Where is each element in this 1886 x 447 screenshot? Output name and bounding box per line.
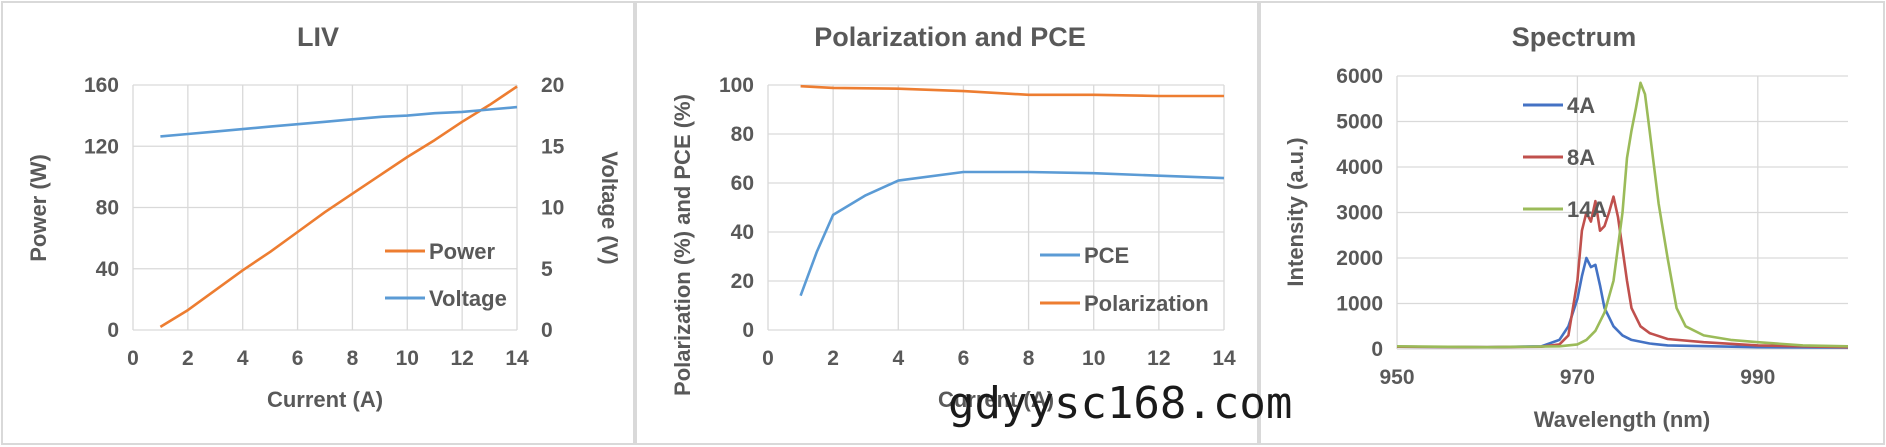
panel-spectrum: Spectrum 950 970 990 0 1000 2000 3000 4000 5000 6… (1259, 1, 1885, 445)
pce-legend-pce-label: PCE (1084, 243, 1129, 268)
spectrum-x-tick-label: 950 (1379, 366, 1414, 389)
spectrum-y-tick-label: 3000 (1336, 202, 1383, 225)
spectrum-plot-area: 950 970 990 0 1000 2000 3000 4000 5000 6000 Wavele… (1283, 65, 1849, 432)
spectrum-chart-title: Spectrum (1512, 22, 1637, 52)
liv-y-axis-label: Power (W) (26, 154, 51, 262)
pce-x-axis-label: Current (A) (938, 387, 1054, 412)
pce-y-tick-label: 60 (731, 172, 754, 195)
panel-liv: LIV 0 2 4 6 8 10 12 14 0 40 80 120 160 0 5 10 15 20 Curren… (1, 1, 635, 445)
liv-x-tick-label: 10 (396, 347, 419, 370)
pce-x-tick-label: 4 (892, 347, 904, 370)
spectrum-y-tick-label: 6000 (1336, 65, 1383, 88)
liv-series-voltage-line (160, 105, 518, 138)
liv-y-tick-label: 40 (96, 258, 119, 281)
spectrum-y-tick-label: 1000 (1336, 293, 1383, 316)
pce-x-tick-label: 8 (1023, 347, 1035, 370)
pce-plot-area: 0 2 4 6 8 10 12 14 0 20 40 60 80 100 Current (A) Polari… (670, 74, 1236, 412)
liv-x-tick-label: 0 (127, 347, 139, 370)
spectrum-series-4a-line (1396, 256, 1849, 349)
pce-y-tick-label: 20 (731, 270, 754, 293)
spectrum-y-tick-label: 4000 (1336, 156, 1383, 179)
pce-y-axis-label: Polarization (%) and PCE (%) (670, 94, 695, 396)
pce-y-tick-label: 0 (742, 319, 754, 342)
spectrum-y-tick-label: 2000 (1336, 247, 1383, 270)
spectrum-legend-8a-label: 8A (1567, 145, 1595, 170)
liv-x-tick-label: 14 (505, 347, 529, 370)
spectrum-legend-14a-label: 14A (1567, 197, 1607, 222)
liv-legend-voltage-label: Voltage (429, 286, 507, 311)
spectrum-y-tick-label: 0 (1371, 338, 1383, 361)
liv-y-tick-label: 120 (84, 135, 119, 158)
spectrum-x-tick-label: 990 (1740, 366, 1775, 389)
spectrum-y-tick-label: 5000 (1336, 111, 1383, 134)
pce-series-polarization-line (800, 84, 1224, 98)
panel-liv-border (1, 1, 635, 445)
liv-plot-area: 0 2 4 6 8 10 12 14 0 40 80 120 160 0 5 10 15 20 Current (A… (26, 74, 622, 412)
liv-y2-tick-label: 15 (541, 135, 565, 158)
pce-x-tick-label: 12 (1147, 347, 1170, 370)
pce-x-tick-label: 10 (1082, 347, 1105, 370)
pce-x-tick-label: 0 (762, 347, 774, 370)
pce-x-tick-label: 2 (827, 347, 839, 370)
liv-y2-tick-label: 0 (541, 319, 553, 342)
pce-legend-polarization-label: Polarization (1084, 291, 1209, 316)
spectrum-x-axis-label: Wavelength (nm) (1534, 407, 1710, 432)
liv-x-tick-label: 8 (347, 347, 359, 370)
watermark-text: gdyysc168.com (948, 378, 1292, 429)
pce-chart-title: Polarization and PCE (814, 22, 1086, 52)
liv-legend-power-label: Power (429, 239, 495, 264)
spectrum-y-axis-label: Intensity (a.u.) (1283, 137, 1308, 286)
liv-y2-tick-label: 5 (541, 258, 553, 281)
liv-x-tick-label: 2 (182, 347, 194, 370)
pce-series-pce-line (799, 170, 1225, 297)
liv-x-tick-label: 6 (292, 347, 304, 370)
liv-y-tick-label: 80 (96, 197, 119, 220)
liv-y2-axis-label: Voltage (V) (597, 151, 622, 264)
liv-y2-tick-label: 20 (541, 74, 564, 97)
liv-chart-title: LIV (297, 22, 339, 52)
pce-y-tick-label: 100 (719, 74, 754, 97)
spectrum-series-14a-line (1396, 81, 1849, 349)
pce-y-tick-label: 40 (731, 221, 754, 244)
liv-x-tick-label: 4 (237, 347, 249, 370)
liv-y-tick-label: 160 (84, 74, 119, 97)
liv-y-tick-label: 0 (107, 319, 119, 342)
pce-x-tick-label: 14 (1212, 347, 1236, 370)
spectrum-series-8a-line (1396, 195, 1849, 349)
panel-pce-border (635, 1, 1259, 445)
spectrum-x-tick-label: 970 (1560, 366, 1595, 389)
liv-y2-tick-label: 10 (541, 197, 564, 220)
pce-x-tick-label: 6 (958, 347, 970, 370)
spectrum-legend-4a-label: 4A (1567, 93, 1595, 118)
liv-x-tick-label: 12 (450, 347, 473, 370)
pce-y-tick-label: 80 (731, 123, 754, 146)
panel-polarization-pce: Polarization and PCE 0 2 4 6 8 10 12 14 0 20 40 60 8… (635, 1, 1259, 445)
liv-series-power-line (159, 85, 518, 329)
liv-x-axis-label: Current (A) (267, 387, 383, 412)
